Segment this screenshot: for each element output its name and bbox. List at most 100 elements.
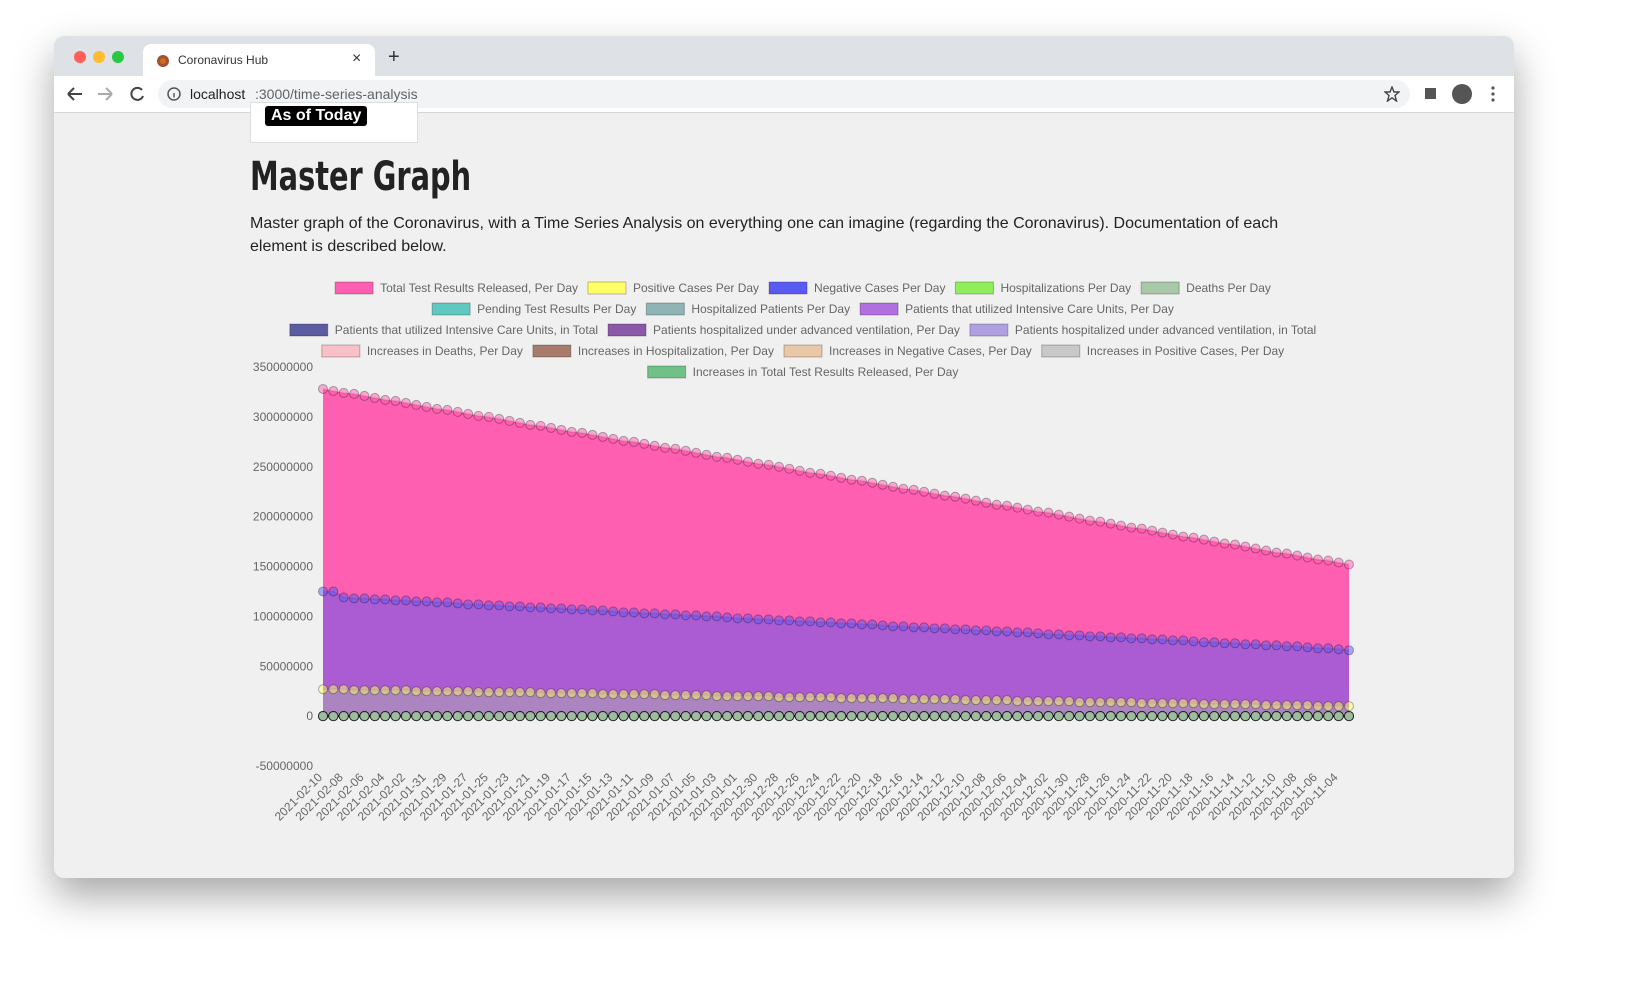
data-point: [1095, 711, 1106, 722]
data-point: [919, 694, 930, 705]
data-point: [525, 602, 536, 613]
data-point: [1188, 636, 1199, 647]
data-point: [1178, 635, 1189, 646]
menu-button[interactable]: [1491, 86, 1495, 102]
data-point: [856, 693, 867, 704]
data-point: [349, 388, 360, 399]
tab[interactable]: Coronavirus Hub ×: [143, 44, 375, 76]
extensions-button[interactable]: [1425, 88, 1436, 99]
data-point: [400, 595, 411, 606]
data-point: [525, 711, 536, 722]
data-point: [898, 711, 909, 722]
data-point: [1157, 698, 1168, 709]
data-point: [919, 711, 930, 722]
data-point: [577, 688, 588, 699]
data-point: [1126, 633, 1137, 644]
data-point: [1250, 711, 1261, 722]
data-point: [1219, 711, 1230, 722]
data-point: [318, 711, 328, 722]
data-point: [1188, 711, 1199, 722]
data-point: [1240, 639, 1251, 650]
data-point: [691, 610, 702, 621]
data-point: [380, 394, 391, 405]
bookmark-star[interactable]: [1384, 86, 1400, 102]
data-point: [318, 586, 328, 597]
data-point: [1002, 626, 1012, 637]
legend-swatch: [587, 281, 627, 295]
legend-swatch: [969, 323, 1009, 337]
data-point: [815, 468, 826, 479]
data-point: [960, 624, 971, 635]
data-point: [400, 685, 411, 696]
data-point: [390, 711, 401, 722]
forward-button[interactable]: [98, 87, 113, 101]
data-point: [763, 691, 774, 702]
data-point: [1333, 644, 1344, 655]
data-point: [400, 711, 411, 722]
data-point: [546, 603, 556, 614]
data-point: [556, 688, 567, 699]
data-point: [1271, 547, 1282, 558]
data-point: [1033, 506, 1044, 517]
data-point: [628, 689, 639, 700]
data-point: [1323, 555, 1334, 566]
data-point: [1302, 711, 1313, 722]
data-point: [556, 711, 567, 722]
data-point: [1250, 543, 1261, 554]
close-button[interactable]: [74, 51, 86, 63]
data-point: [929, 488, 940, 499]
zoom-button[interactable]: [112, 51, 124, 63]
data-point: [1302, 552, 1313, 563]
data-point: [1219, 699, 1230, 710]
new-tab[interactable]: +: [388, 46, 400, 68]
data-point: [525, 687, 536, 698]
data-point: [1074, 630, 1085, 641]
data-point: [608, 711, 619, 722]
back-button[interactable]: [67, 87, 82, 101]
data-point: [991, 695, 1002, 706]
legend-item: Patients that utilized Intensive Care Un…: [859, 302, 1174, 316]
reload-button[interactable]: [130, 86, 144, 101]
data-point: [1012, 627, 1023, 638]
data-point: [535, 602, 546, 613]
data-point: [359, 711, 370, 722]
data-point: [825, 692, 836, 703]
data-point: [1012, 711, 1023, 722]
data-point: [1043, 507, 1054, 518]
data-point: [1022, 504, 1033, 515]
data-point: [753, 711, 764, 722]
minimize-button[interactable]: [93, 51, 105, 63]
legend-label: Patients that utilized Intensive Care Un…: [905, 302, 1174, 316]
description: Master graph of the Coronavirus, with a …: [250, 215, 1279, 255]
data-point: [722, 691, 733, 702]
data-point: [1178, 698, 1189, 709]
data-point: [701, 449, 712, 460]
legend-label: Hospitalized Patients Per Day: [691, 302, 850, 316]
data-point: [711, 711, 722, 722]
data-point: [618, 435, 629, 446]
data-point: [1105, 711, 1116, 722]
data-point: [877, 711, 888, 722]
data-point: [991, 499, 1002, 510]
data-point: [939, 623, 950, 634]
data-point: [1116, 697, 1126, 708]
data-point: [1033, 628, 1044, 639]
data-point: [680, 690, 691, 701]
data-point: [514, 601, 525, 612]
url-path: :3000/time-series-analysis: [255, 86, 418, 102]
data-point: [742, 613, 753, 624]
data-point: [359, 390, 370, 401]
tab-close[interactable]: ×: [352, 50, 362, 67]
data-point: [577, 711, 588, 722]
data-point: [1084, 697, 1095, 708]
data-point: [400, 397, 411, 408]
data-point: [411, 686, 422, 697]
data-point: [1230, 539, 1240, 550]
legend-label: Total Test Results Released, Per Day: [380, 281, 578, 295]
profile-button[interactable]: [1452, 84, 1472, 104]
data-point: [991, 711, 1002, 722]
legend-label: Increases in Deaths, Per Day: [367, 344, 523, 358]
data-point: [950, 491, 961, 502]
legend-swatch: [645, 302, 685, 316]
data-point: [929, 623, 940, 634]
